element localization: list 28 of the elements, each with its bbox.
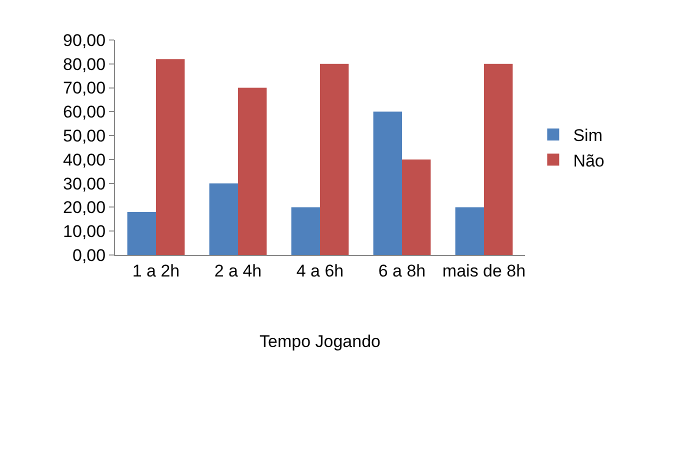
y-tick-label: 60,00 [63, 102, 106, 122]
x-tick-label: 1 a 2h [132, 261, 180, 280]
bar [402, 159, 431, 255]
y-tick-label: 80,00 [63, 54, 106, 74]
x-tick-label: 4 a 6h [296, 261, 344, 280]
x-tick-label: mais de 8h [442, 261, 526, 280]
bar [320, 64, 349, 255]
y-tick-label: 30,00 [63, 174, 106, 194]
y-tick-label: 50,00 [63, 126, 106, 146]
bar [127, 212, 156, 255]
bar [209, 183, 238, 255]
x-tick-label: 2 a 4h [214, 261, 262, 280]
bar [455, 207, 484, 255]
bar [484, 64, 513, 255]
y-tick-label: 90,00 [63, 30, 106, 50]
y-tick-label: 10,00 [63, 222, 106, 242]
y-tick-label: 40,00 [63, 150, 106, 170]
bar [238, 88, 267, 255]
y-tick-label: 20,00 [63, 198, 106, 218]
x-axis-title: Tempo Jogando [260, 332, 380, 351]
bar [373, 112, 402, 255]
y-tick-label: 70,00 [63, 78, 106, 98]
bar [156, 59, 185, 255]
legend-label: Sim [573, 126, 602, 146]
y-tick-label: 0,00 [72, 246, 106, 265]
x-tick-label: 6 a 8h [378, 261, 426, 280]
legend-label: Não [573, 151, 604, 170]
bar [291, 207, 320, 255]
